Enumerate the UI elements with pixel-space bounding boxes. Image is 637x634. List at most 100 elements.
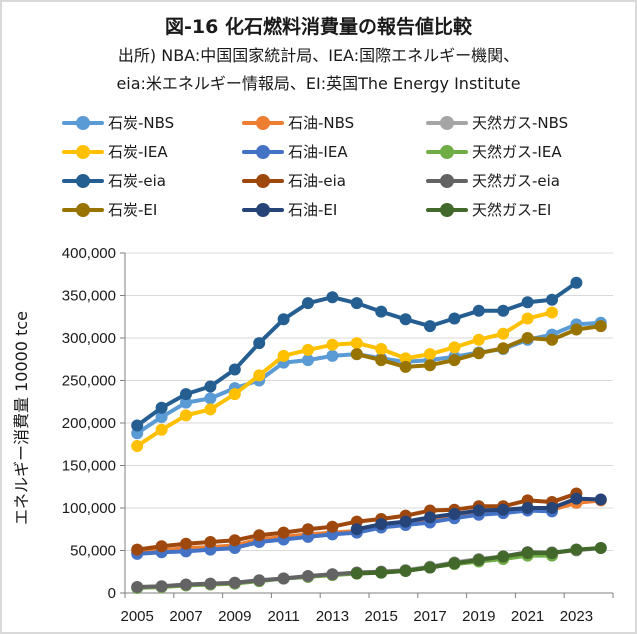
data-point xyxy=(253,337,266,350)
x-tick-label: 2013 xyxy=(316,608,349,625)
data-point xyxy=(350,348,363,361)
data-point xyxy=(253,529,266,542)
legend-marker-icon xyxy=(242,202,284,217)
legend-marker-icon xyxy=(62,144,104,159)
legend-marker-icon xyxy=(242,173,284,188)
legend-marker-icon xyxy=(426,173,468,188)
data-point xyxy=(253,369,266,382)
x-tick-label: 2021 xyxy=(511,608,544,625)
data-point xyxy=(424,359,436,372)
legend-label: 石油-eia xyxy=(288,172,347,190)
data-point xyxy=(180,537,192,550)
legend-item: 天然ガス-eia xyxy=(426,170,560,191)
data-point xyxy=(594,541,607,554)
legend-marker-icon xyxy=(242,144,284,159)
data-point xyxy=(521,332,534,344)
data-point xyxy=(180,388,192,401)
legend-item: 天然ガス-NBS xyxy=(426,112,568,133)
data-point xyxy=(570,492,583,505)
legend-label: 天然ガス-NBS xyxy=(472,114,569,132)
legend-marker-icon xyxy=(426,115,468,130)
data-point xyxy=(497,304,510,317)
data-point xyxy=(277,572,290,585)
y-tick-label: 200,000 xyxy=(62,415,116,432)
chart-subtitle-line-1: 出所) NBA:中国国家統計局、IEA:国際エネルギー機関、 xyxy=(117,46,520,65)
data-point xyxy=(448,354,461,367)
data-point xyxy=(375,305,388,318)
legend-item: 石油-IEA xyxy=(242,141,348,162)
y-tick-label: 50,000 xyxy=(70,543,116,560)
y-tick-label: 150,000 xyxy=(62,458,116,475)
legend-marker-icon xyxy=(426,144,468,159)
data-point xyxy=(204,536,217,548)
chart-title: 図-16 化石燃料消費量の報告値比較 xyxy=(165,16,472,38)
data-point xyxy=(180,409,192,422)
data-point xyxy=(350,567,363,580)
data-point xyxy=(399,515,412,528)
data-point xyxy=(204,392,217,405)
data-point xyxy=(472,504,485,517)
legend-label: 石炭-eia xyxy=(108,172,167,190)
legend-marker-icon xyxy=(426,202,468,217)
data-point xyxy=(472,333,485,346)
data-point xyxy=(424,320,436,333)
data-point xyxy=(350,523,363,536)
data-point xyxy=(497,503,510,516)
data-point xyxy=(472,553,485,566)
data-point xyxy=(277,349,290,362)
data-point xyxy=(228,388,241,401)
data-point xyxy=(399,564,412,577)
data-point xyxy=(521,502,534,514)
data-point xyxy=(302,297,314,310)
x-tick-label: 2007 xyxy=(169,608,202,625)
legend-label: 石油-EI xyxy=(288,201,338,219)
x-tick-label: 2017 xyxy=(413,608,446,625)
legend-item: 天然ガス-EI xyxy=(426,199,551,220)
data-point xyxy=(424,511,436,524)
x-tick-label: 2015 xyxy=(365,608,398,625)
data-point xyxy=(277,313,290,326)
legend-item: 石油-NBS xyxy=(242,112,354,133)
legend-label: 天然ガス-IEA xyxy=(472,143,562,161)
data-point xyxy=(375,343,388,356)
x-tick-label: 2011 xyxy=(267,608,299,625)
legend-item: 石油-eia xyxy=(242,170,346,191)
data-point xyxy=(228,534,241,547)
data-point xyxy=(448,507,461,520)
data-point xyxy=(497,327,510,340)
data-point xyxy=(350,297,363,310)
legend-marker-icon xyxy=(62,173,104,188)
data-point xyxy=(472,347,485,360)
data-point xyxy=(521,296,534,309)
data-point xyxy=(570,323,583,336)
legend-item: 天然ガス-IEA xyxy=(426,141,562,162)
data-point xyxy=(204,577,217,590)
data-point xyxy=(131,439,144,452)
x-tick-label: 2023 xyxy=(560,608,593,625)
legend-marker-icon xyxy=(62,202,104,217)
data-point xyxy=(497,342,510,355)
data-point xyxy=(472,304,485,317)
data-point xyxy=(180,578,192,591)
data-point xyxy=(204,403,217,416)
data-point xyxy=(204,380,217,393)
y-tick-label: 350,000 xyxy=(62,288,116,305)
chart-subtitle-line-2: eia:米エネルギー情報局、EI:英国The Energy Institute xyxy=(116,74,521,93)
legend-item: 石油-EI xyxy=(242,199,337,220)
x-tick-label: 2005 xyxy=(121,608,154,625)
data-point xyxy=(375,566,388,579)
data-point xyxy=(228,576,241,589)
data-point xyxy=(546,547,558,560)
data-point xyxy=(326,291,339,304)
legend-label: 天然ガス-eia xyxy=(472,172,561,190)
data-point xyxy=(521,547,534,560)
legend-label: 石炭-EI xyxy=(108,201,158,219)
data-point xyxy=(155,423,168,436)
data-point xyxy=(155,411,168,424)
legend-label: 石油-IEA xyxy=(288,143,348,161)
data-point xyxy=(399,352,412,365)
data-point xyxy=(570,543,583,556)
data-point xyxy=(180,396,192,409)
y-axis-title: エネルギー消費量 10000 tce xyxy=(12,311,31,525)
data-point xyxy=(155,580,168,593)
